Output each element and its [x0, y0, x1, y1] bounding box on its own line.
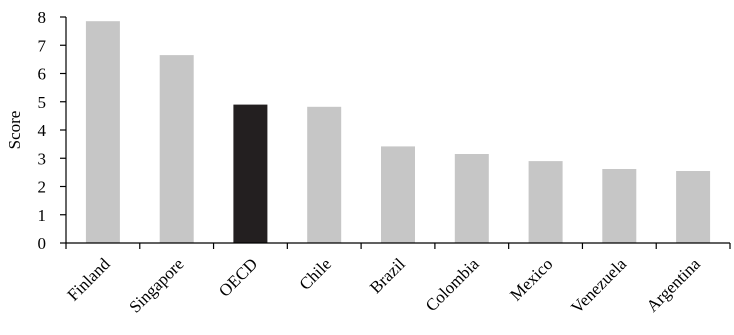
- bar-oecd: [233, 104, 268, 243]
- y-tick-label: 1: [38, 206, 47, 225]
- x-category-label: Venezuela: [567, 254, 630, 317]
- bar-venezuela: [602, 169, 637, 243]
- bar-finland: [85, 21, 120, 244]
- y-tick-label: 7: [38, 36, 47, 55]
- x-category-label: OECD: [215, 254, 261, 300]
- y-tick-label: 4: [38, 121, 47, 140]
- y-tick-label: 8: [38, 8, 47, 27]
- bar-singapore: [159, 55, 194, 243]
- x-category-label: Chile: [296, 254, 335, 293]
- y-tick-label: 3: [38, 149, 47, 168]
- y-tick-label: 6: [38, 65, 47, 84]
- bar-mexico: [528, 161, 563, 243]
- x-category-label: Singapore: [125, 254, 187, 316]
- bar-colombia: [454, 154, 489, 243]
- x-axis: Finland Singapore OECD Chile Brazil Colombia M…: [64, 242, 731, 317]
- x-category-label: Mexico: [506, 254, 556, 304]
- y-tick-label: 2: [38, 178, 47, 197]
- y-axis: 0 1 2 3 4 5 6 7 8: [38, 8, 67, 253]
- y-tick-label: 0: [38, 234, 47, 253]
- x-category-label: Argentina: [643, 254, 705, 316]
- bar-argentina: [676, 171, 711, 243]
- bar-chile: [307, 106, 342, 243]
- x-category-label: Colombia: [422, 254, 483, 315]
- y-axis-title: Score: [5, 111, 24, 150]
- x-category-label: Finland: [64, 254, 115, 305]
- bar-brazil: [381, 146, 415, 243]
- x-category-label: Brazil: [366, 254, 409, 297]
- bars-group: [85, 21, 711, 244]
- y-tick-label: 5: [38, 93, 47, 112]
